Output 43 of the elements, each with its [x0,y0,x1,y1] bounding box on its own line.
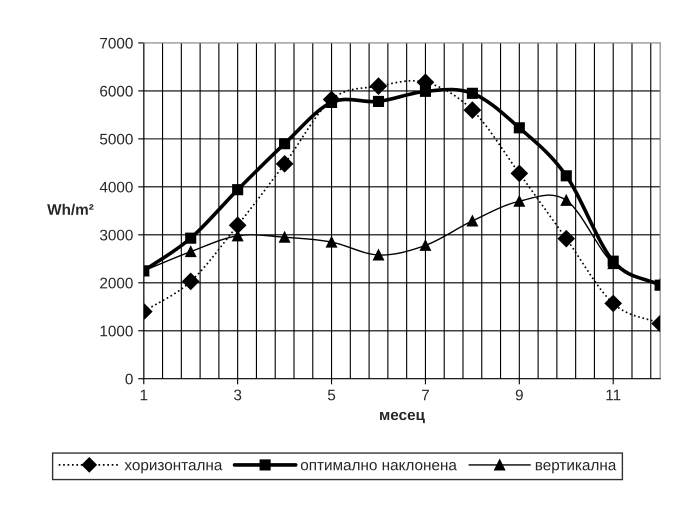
point [420,86,431,97]
point [510,164,528,182]
x-axis-title: месец [380,412,425,424]
y-tick-label: 7000 [100,38,133,49]
point [185,246,196,258]
point [372,96,384,108]
y-tick-label: 4000 [100,182,133,193]
x-tick-label: 11 [606,390,620,400]
point [514,196,525,207]
point [464,102,481,119]
point [514,122,525,134]
y-tick-label: 1000 [100,326,133,336]
point [372,249,384,261]
x-tick-label: 5 [328,390,336,400]
point [232,184,244,196]
legend-label: хоризонтална [124,462,222,474]
y-tick-label: 3000 [100,230,133,241]
legend-label: оптимално наклонена [300,462,457,470]
point [279,232,290,243]
x-tick-label: 9 [516,390,523,400]
point [466,88,478,99]
point [560,194,572,206]
legend-label: вертикална [536,462,616,474]
point [229,216,246,234]
point [276,155,294,172]
x-tick-label: 1 [140,390,148,400]
point [326,236,338,248]
y-tick-label: 5000 [100,134,133,145]
y-tick-label: 2000 [100,278,133,288]
point [185,232,196,244]
y-tick-label: 6000 [100,86,133,97]
point [279,138,290,150]
x-tick-label: 3 [234,390,242,400]
point [560,170,572,182]
y-axis-title: Wh/m² [47,204,94,216]
point [420,240,431,251]
point [182,272,200,290]
point [558,230,575,248]
y-tick-label: 0 [125,374,133,384]
point [466,215,478,226]
point [604,294,622,312]
point [370,78,388,95]
x-tick-label: 7 [422,390,429,400]
